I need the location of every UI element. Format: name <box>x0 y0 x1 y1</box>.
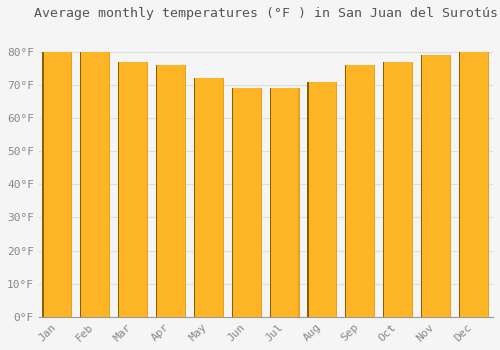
Bar <box>118 62 119 317</box>
Bar <box>42 52 43 317</box>
Bar <box>308 82 338 317</box>
Bar <box>298 88 300 317</box>
Bar <box>156 65 186 317</box>
Bar <box>374 65 376 317</box>
Bar <box>384 62 413 317</box>
Bar <box>109 52 110 317</box>
Bar <box>185 65 186 317</box>
Bar <box>43 52 72 317</box>
Bar <box>422 55 451 317</box>
Bar <box>488 52 489 317</box>
Bar <box>147 62 148 317</box>
Bar <box>194 78 224 317</box>
Bar <box>194 78 195 317</box>
Bar <box>80 52 82 317</box>
Bar <box>118 62 148 317</box>
Bar <box>460 52 489 317</box>
Bar <box>232 88 233 317</box>
Bar <box>345 65 346 317</box>
Bar <box>412 62 413 317</box>
Bar <box>270 88 300 317</box>
Bar <box>336 82 338 317</box>
Bar <box>232 88 262 317</box>
Bar <box>156 65 157 317</box>
Title: Average monthly temperatures (°F ) in San Juan del Surotús: Average monthly temperatures (°F ) in Sa… <box>34 7 498 20</box>
Bar <box>383 62 384 317</box>
Bar <box>459 52 460 317</box>
Bar <box>421 55 422 317</box>
Bar <box>260 88 262 317</box>
Bar <box>81 52 110 317</box>
Bar <box>450 55 451 317</box>
Bar <box>346 65 376 317</box>
Bar <box>223 78 224 317</box>
